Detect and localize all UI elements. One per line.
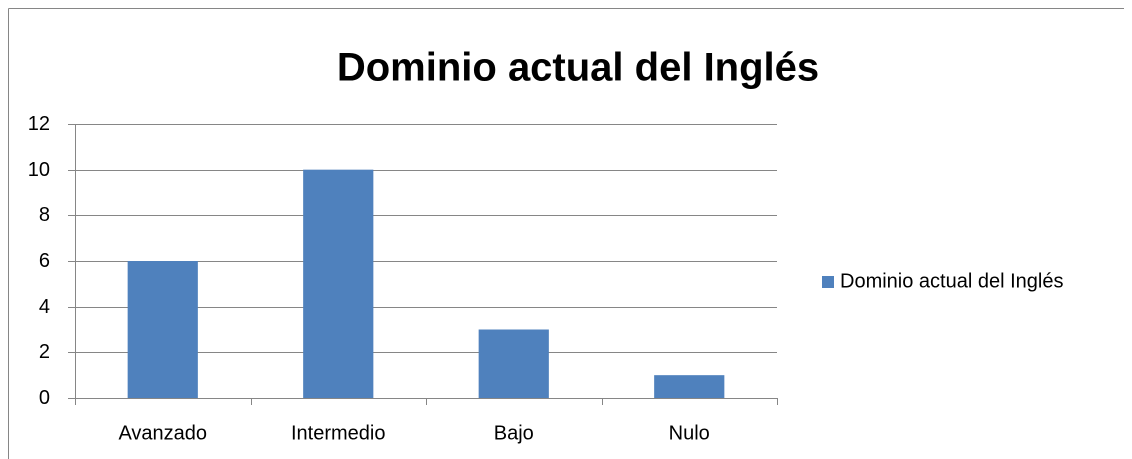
bar (654, 375, 725, 398)
y-tick-label: 12 (28, 113, 50, 135)
y-tick-label: 8 (39, 204, 50, 226)
y-tick-label: 10 (28, 159, 50, 181)
legend-label: Dominio actual del Inglés (840, 270, 1063, 292)
legend-swatch (822, 276, 834, 288)
y-tick-label: 4 (39, 296, 50, 318)
x-tick-label: Nulo (669, 422, 710, 444)
y-tick-label: 2 (39, 341, 50, 363)
y-tick-label: 6 (39, 250, 50, 272)
y-tick-label: 0 (39, 387, 50, 409)
bar (303, 169, 374, 398)
chart-title: Dominio actual del Inglés (337, 46, 819, 90)
x-tick-label: Avanzado (118, 422, 207, 444)
x-tick-label: Intermedio (291, 422, 386, 444)
x-tick-label: Bajo (494, 422, 534, 444)
bar (478, 329, 549, 398)
bar (127, 261, 198, 398)
